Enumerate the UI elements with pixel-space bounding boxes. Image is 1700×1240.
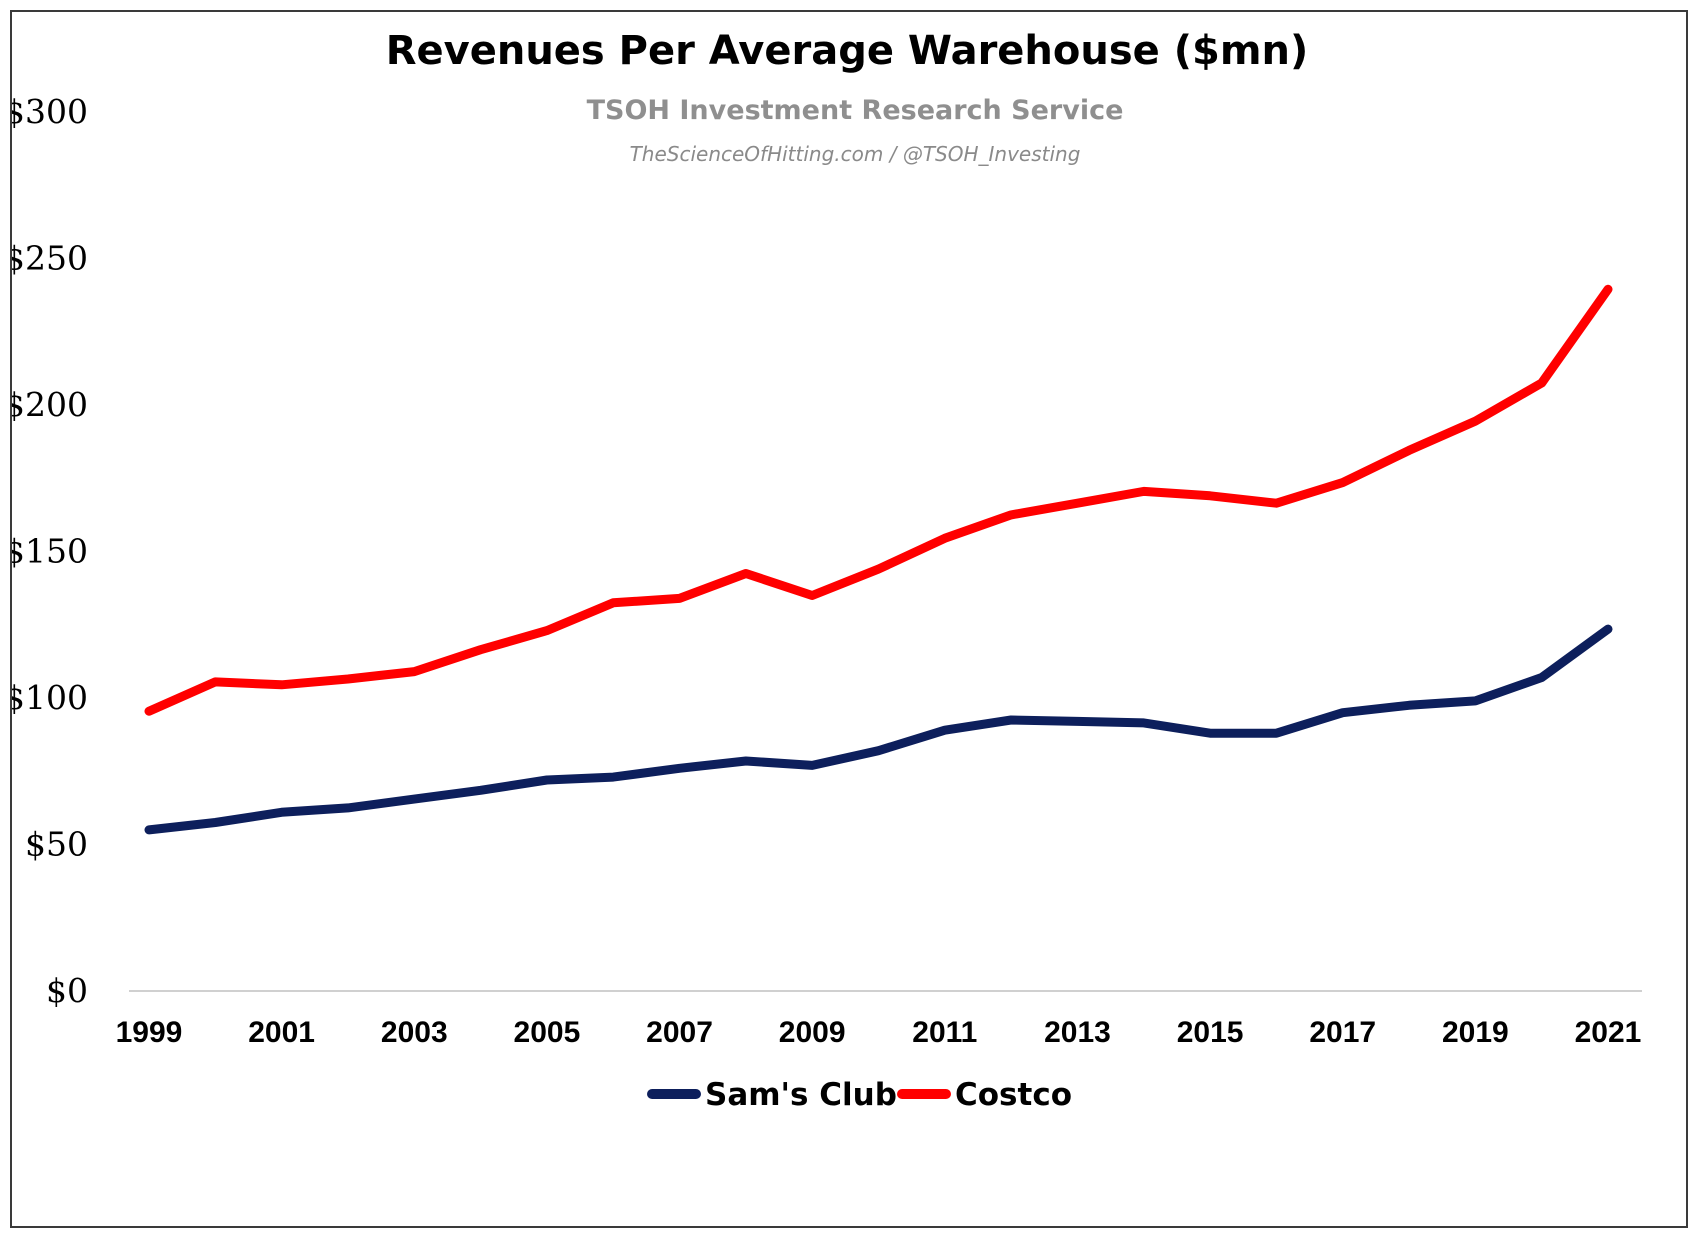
- y-axis: $0 $50 $100 $150 $200 $250 $300: [12, 92, 88, 1010]
- x-tick-label: 2017: [1309, 1016, 1376, 1049]
- x-tick-label: 2011: [912, 1016, 977, 1049]
- legend-label-costco: Costco: [955, 1077, 1072, 1113]
- x-tick-label: 2005: [514, 1016, 581, 1049]
- x-tick-label: 2013: [1044, 1016, 1111, 1049]
- x-tick-label: 2001: [248, 1016, 315, 1049]
- chart-subtitle: TSOH Investment Research Service: [587, 95, 1124, 126]
- x-tick-label: 2021: [1575, 1016, 1642, 1049]
- x-tick-label: 2007: [646, 1016, 713, 1049]
- series-lines: [144, 284, 1613, 835]
- y-tick-label: $50: [25, 825, 88, 864]
- chart-frame: Revenues Per Average Warehouse ($mn) TSO…: [10, 10, 1688, 1228]
- y-tick-label: $100: [12, 678, 88, 717]
- x-tick-label: 1999: [116, 1016, 183, 1049]
- line-chart: Revenues Per Average Warehouse ($mn) TSO…: [12, 28, 1642, 1113]
- legend: Sam's Club Costco: [647, 1077, 1072, 1113]
- x-tick-label: 2003: [381, 1016, 448, 1049]
- series-line-sam-s-club: [144, 624, 1613, 835]
- chart-credit: TheScienceOfHitting.com / @TSOH_Investin…: [630, 142, 1081, 166]
- series-line-costco: [144, 284, 1613, 716]
- y-tick-label: $150: [12, 532, 88, 571]
- x-tick-label: 2019: [1442, 1016, 1509, 1049]
- x-axis: 1999 2001 2003 2005 2007 2009 2011 2013 2015 2017…: [116, 1016, 1642, 1049]
- legend-label-sam-s-club: Sam's Club: [705, 1077, 897, 1113]
- x-tick-label: 2015: [1177, 1016, 1244, 1049]
- y-tick-label: $200: [12, 385, 88, 424]
- chart-title: Revenues Per Average Warehouse ($mn): [386, 28, 1309, 74]
- y-tick-label: $250: [12, 239, 88, 278]
- y-tick-label: $0: [46, 971, 88, 1010]
- x-tick-label: 2009: [779, 1016, 846, 1049]
- y-tick-label: $300: [12, 92, 88, 131]
